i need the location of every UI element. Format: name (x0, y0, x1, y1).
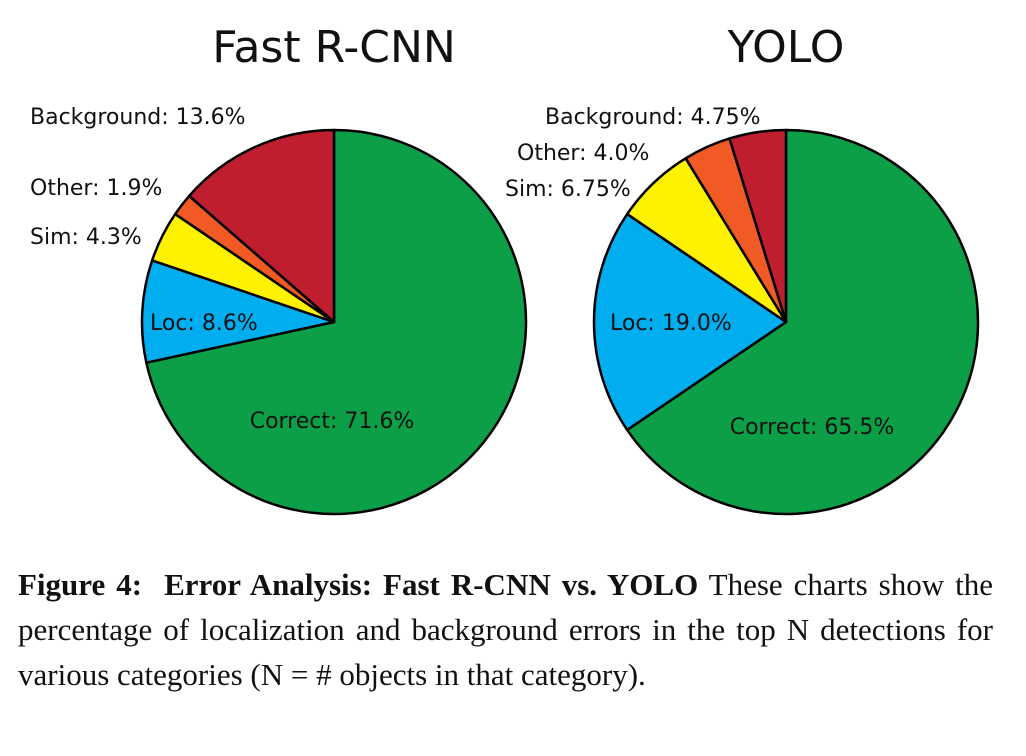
slice-label-correct: Correct: 65.5% (730, 415, 895, 440)
caption-text: These charts show the percentage of loca… (18, 567, 994, 692)
slice-label-other: Other: 1.9% (30, 176, 162, 201)
pie-slice-correct (145, 128, 528, 516)
slice-label-background: Background: 4.75% (545, 105, 761, 130)
pie-chart-yolo: Correct: 65.5% Loc: 19.0% Sim: 6.75% Other:… (505, 22, 980, 516)
slice-label-correct: Correct: 71.6% (250, 409, 415, 434)
pie-slice-background (187, 128, 336, 324)
slice-label-loc: Loc: 8.6% (150, 311, 258, 336)
slice-label-sim: Sim: 4.3% (30, 225, 142, 250)
slice-label-background: Background: 13.6% (30, 105, 246, 130)
slice-label-loc: Loc: 19.0% (610, 311, 732, 336)
figure-caption: Figure 4: Error Analysis: Fast R-CNN vs.… (18, 562, 993, 697)
slice-label-other: Other: 4.0% (517, 141, 649, 166)
pie-slice-background (728, 128, 788, 324)
slice-label-sim: Sim: 6.75% (505, 177, 631, 202)
figure-label: Figure 4: (18, 567, 143, 602)
chart-title: YOLO (727, 22, 845, 73)
pie-slice-correct (625, 128, 980, 516)
pie-chart-fast-rcnn: Correct: 71.6% Loc: 8.6% Sim: 4.3% Other: 1… (30, 22, 528, 516)
figure-charts: Correct: 71.6% Loc: 8.6% Sim: 4.3% Other: 1… (30, 22, 980, 516)
caption-title: Error Analysis: Fast R-CNN vs. YOLO (164, 567, 699, 602)
chart-title: Fast R-CNN (212, 22, 456, 73)
pie-slice-loc (592, 212, 788, 432)
pie-slice-loc (140, 259, 336, 364)
